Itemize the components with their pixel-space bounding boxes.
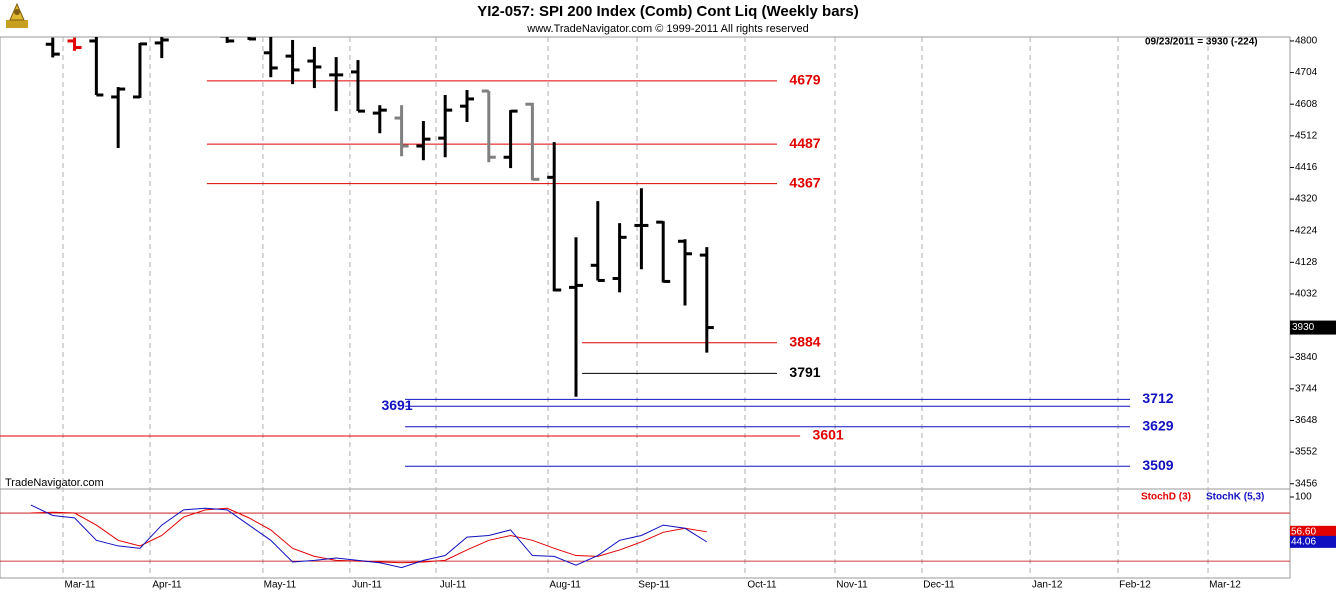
x-tick-label: Jul-11 <box>440 580 467 591</box>
y-tick-label: 100 <box>1295 492 1312 503</box>
logo-icon <box>6 2 28 28</box>
stoch-line <box>30 504 708 569</box>
last-value-box <box>1290 535 1336 548</box>
last-value-label: 44.06 <box>1291 537 1316 548</box>
legend-entry: StochK (5,3) <box>1206 492 1264 503</box>
level-label: 4367 <box>789 174 820 190</box>
chart-subtitle: www.TradeNavigator.com © 1999-2011 All r… <box>526 23 808 35</box>
level-label: 4487 <box>789 135 820 151</box>
y-tick-label: 3552 <box>1295 447 1318 458</box>
price-plot <box>0 37 1130 467</box>
y-tick-label: 4704 <box>1295 67 1318 78</box>
level-label: 3509 <box>1142 457 1173 473</box>
y-tick-label: 4800 <box>1295 36 1318 47</box>
y-tick-label: 3744 <box>1295 383 1318 394</box>
x-tick-label: Oct-11 <box>747 580 777 591</box>
y-tick-label: 4320 <box>1295 194 1318 205</box>
x-tick-label: May-11 <box>264 580 297 591</box>
level-label: 3884 <box>789 333 820 349</box>
x-tick-label: Mar-11 <box>65 580 96 591</box>
x-tick-label: Aug-11 <box>549 580 581 591</box>
last-price-box <box>1290 320 1336 335</box>
y-tick-label: 3840 <box>1295 352 1318 363</box>
legend-entry: StochD (3) <box>1141 492 1191 503</box>
info-label: 09/23/2011 = 3930 (-224) <box>1145 37 1258 48</box>
x-tick-label: Dec-11 <box>923 580 955 591</box>
y-tick-label: 3456 <box>1295 478 1318 489</box>
level-label: 4679 <box>789 72 820 88</box>
y-tick-label: 3648 <box>1295 415 1318 426</box>
y-tick-label: 4128 <box>1295 257 1318 268</box>
x-tick-label: Sep-11 <box>638 580 670 591</box>
level-label: 3601 <box>813 427 844 443</box>
level-label: 3691 <box>381 397 412 413</box>
watermark: TradeNavigator.com <box>5 477 104 489</box>
y-tick-label: 4608 <box>1295 99 1318 110</box>
x-tick-label: Feb-12 <box>1119 580 1151 591</box>
last-value-box <box>1290 525 1336 538</box>
x-tick-label: Jun-11 <box>352 580 382 591</box>
x-tick-label: Jan-12 <box>1032 580 1063 591</box>
level-label: 3791 <box>789 364 820 380</box>
y-tick-label: 4032 <box>1295 289 1318 300</box>
x-tick-label: Apr-11 <box>152 580 182 591</box>
last-value-label: 56.60 <box>1291 526 1316 537</box>
last-price-label: 3930 <box>1292 322 1315 333</box>
level-label: 3712 <box>1142 390 1173 406</box>
x-tick-label: Mar-12 <box>1209 580 1241 591</box>
x-tick-label: Nov-11 <box>836 580 868 591</box>
level-label: 3629 <box>1142 417 1173 433</box>
chart-title: YI2-057: SPI 200 Index (Comb) Cont Liq (… <box>477 3 858 20</box>
y-tick-label: 4416 <box>1295 162 1318 173</box>
y-tick-label: 4224 <box>1295 225 1318 236</box>
y-tick-label: 4512 <box>1295 130 1318 141</box>
